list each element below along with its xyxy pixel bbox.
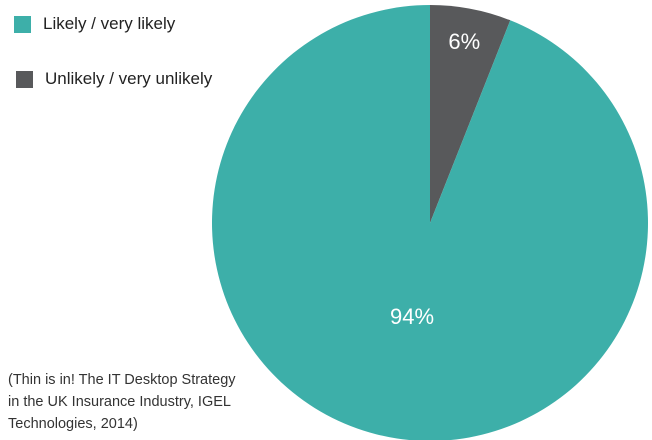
slice-label-unlikely: 6% <box>448 29 480 54</box>
legend-label-unlikely: Unlikely / very unlikely <box>45 69 213 88</box>
legend-item-likely: Likely / very likely <box>14 14 175 34</box>
slice-label-likely: 94% <box>390 304 434 329</box>
legend-item-unlikely: Unlikely / very unlikely <box>16 69 212 89</box>
legend-swatch-likely <box>14 15 31 33</box>
legend-swatch-unlikely <box>16 70 33 88</box>
pie-slice-likely <box>212 5 648 440</box>
pie-slice-unlikely <box>430 5 511 223</box>
legend-label-likely: Likely / very likely <box>43 14 176 33</box>
source-note: (Thin is in! The IT Desktop Strategy in … <box>8 372 236 432</box>
